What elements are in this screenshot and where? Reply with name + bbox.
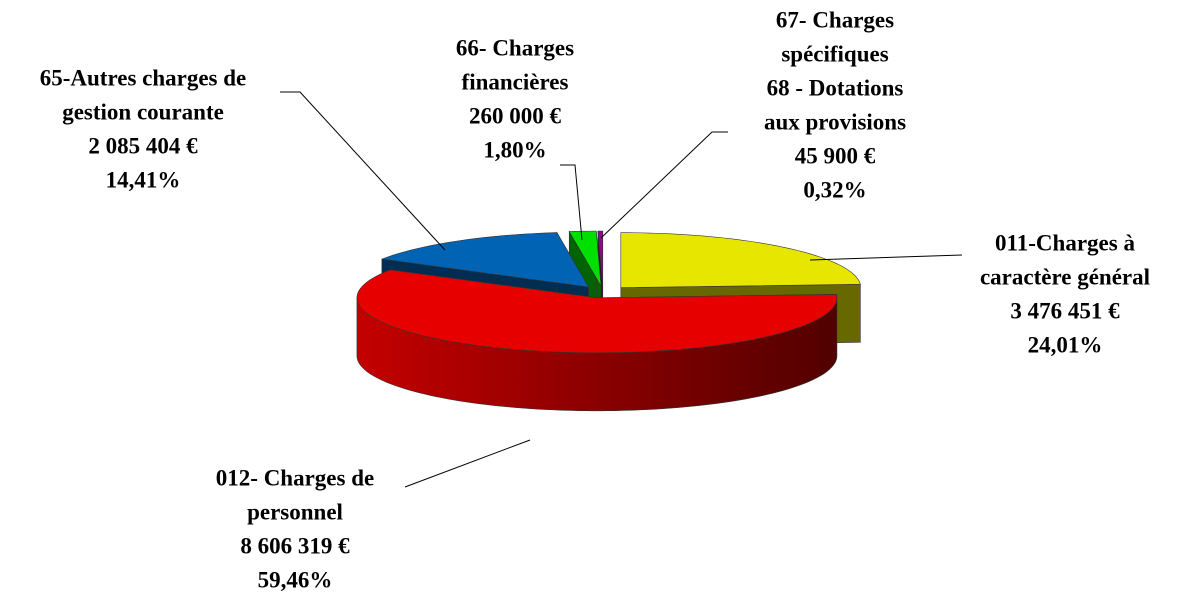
category-label: financières bbox=[462, 69, 569, 94]
leader-line bbox=[560, 164, 583, 241]
percentage-label: 1,80% bbox=[483, 137, 546, 162]
value-label: 8 606 319 € bbox=[240, 533, 350, 558]
data-label: 65-Autres charges de gestion courante 2 08… bbox=[40, 65, 247, 192]
slice-top bbox=[597, 230, 604, 287]
value-label: 3 476 451 € bbox=[1010, 298, 1120, 323]
category-label: gestion courante bbox=[62, 99, 224, 124]
category-label: 66- Charges bbox=[456, 35, 574, 60]
percentage-label: 14,41% bbox=[106, 167, 181, 192]
leader-line bbox=[809, 254, 963, 261]
category-label: personnel bbox=[247, 499, 343, 524]
slice-top bbox=[620, 232, 861, 288]
category-label: 012- Charges de bbox=[216, 465, 374, 490]
slice-top bbox=[356, 269, 838, 354]
value-label: 260 000 € bbox=[469, 103, 562, 128]
leader-line bbox=[404, 439, 531, 488]
leader-line bbox=[280, 91, 446, 251]
value-label: 2 085 404 € bbox=[88, 133, 198, 158]
category-label: 67- Charges bbox=[776, 7, 894, 32]
leader-lines bbox=[280, 91, 963, 488]
slice-top bbox=[381, 232, 590, 288]
data-label: 67- Charges spécifiques 68 - Dotations aux … bbox=[764, 7, 906, 202]
percentage-label: 59,46% bbox=[258, 567, 333, 592]
data-label: 011-Charges à caractère général 3 476 451 … bbox=[980, 230, 1150, 357]
percentage-label: 0,32% bbox=[803, 177, 866, 202]
category-label: 68 - Dotations bbox=[767, 75, 904, 100]
category-label: 011-Charges à bbox=[995, 230, 1135, 255]
slice bbox=[356, 269, 838, 412]
slice-top bbox=[568, 230, 602, 287]
leader-line bbox=[600, 131, 728, 239]
percentage-label: 24,01% bbox=[1028, 332, 1103, 357]
data-label: 012- Charges de personnel 8 606 319 € 59,46… bbox=[216, 465, 374, 592]
pie bbox=[356, 230, 861, 412]
category-label: spécifiques bbox=[781, 41, 888, 66]
value-label: 45 900 € bbox=[795, 143, 876, 168]
category-label: caractère général bbox=[980, 264, 1150, 289]
category-label: aux provisions bbox=[764, 109, 906, 134]
labels: 011-Charges à caractère général 3 476 451 … bbox=[40, 7, 1150, 592]
category-label: 65-Autres charges de bbox=[40, 65, 247, 90]
data-label: 66- Charges financières 260 000 € 1,80% bbox=[456, 35, 574, 162]
